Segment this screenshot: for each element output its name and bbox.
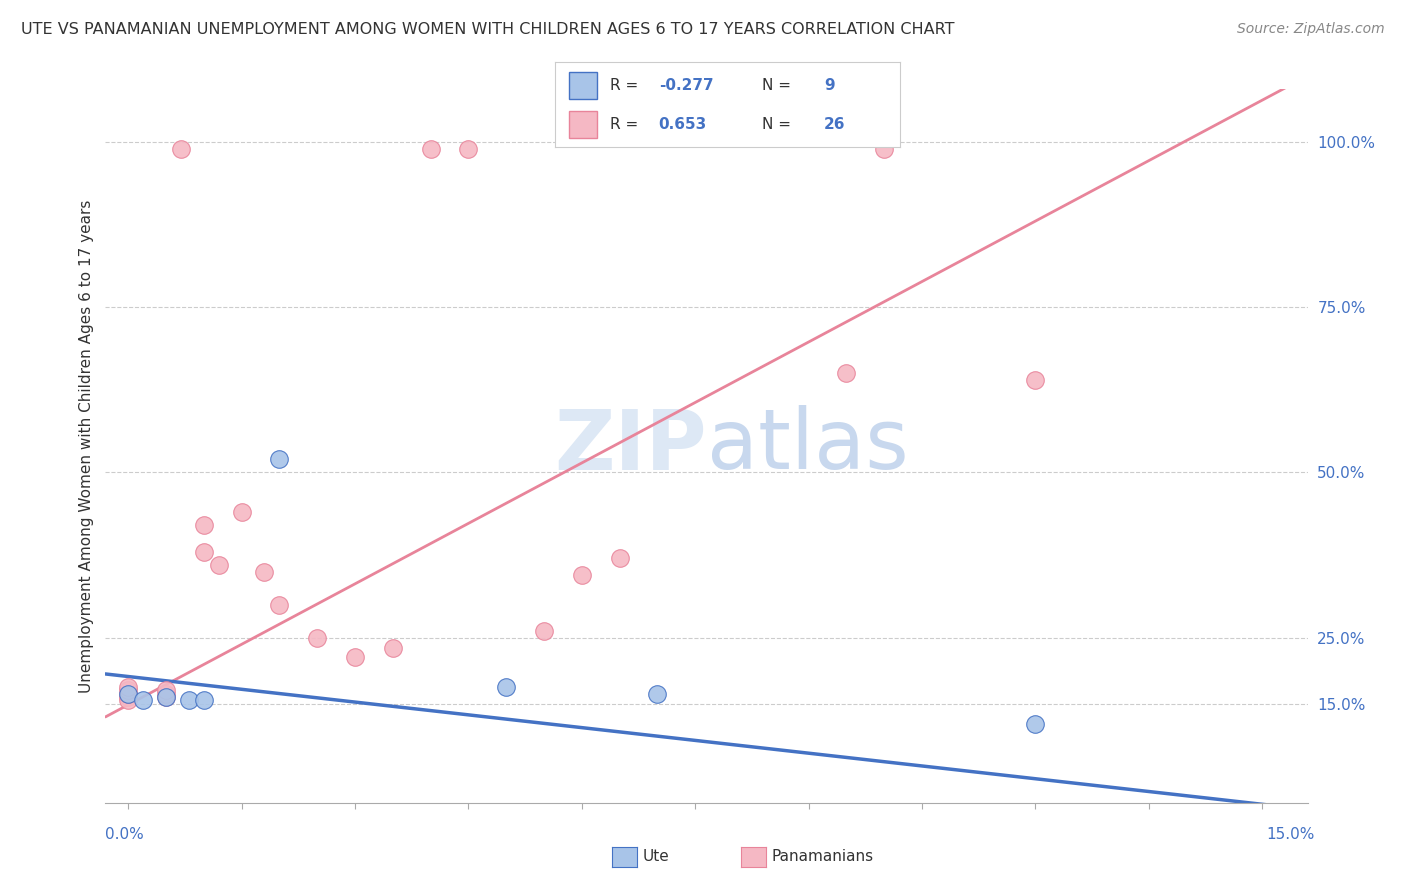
Point xyxy=(117,687,139,701)
Y-axis label: Unemployment Among Women with Children Ages 6 to 17 years: Unemployment Among Women with Children A… xyxy=(79,199,94,693)
Point xyxy=(193,693,215,707)
Point xyxy=(177,693,200,707)
Point xyxy=(307,631,329,645)
Text: -0.277: -0.277 xyxy=(658,78,713,93)
Point xyxy=(170,142,193,156)
Text: 0.0%: 0.0% xyxy=(105,827,145,841)
Point xyxy=(835,367,858,381)
Point xyxy=(1024,373,1046,387)
Point xyxy=(419,142,441,156)
Point xyxy=(117,690,139,704)
Point xyxy=(495,680,517,694)
Point xyxy=(533,624,555,638)
Point xyxy=(193,518,215,533)
FancyBboxPatch shape xyxy=(569,71,596,99)
Point xyxy=(253,565,276,579)
Point xyxy=(269,598,291,612)
Text: ZIP: ZIP xyxy=(554,406,707,486)
Point xyxy=(381,640,404,655)
Point xyxy=(193,545,215,559)
Point xyxy=(117,683,139,698)
Text: UTE VS PANAMANIAN UNEMPLOYMENT AMONG WOMEN WITH CHILDREN AGES 6 TO 17 YEARS CORR: UTE VS PANAMANIAN UNEMPLOYMENT AMONG WOM… xyxy=(21,22,955,37)
Point xyxy=(457,142,479,156)
Text: R =: R = xyxy=(610,117,644,132)
Point xyxy=(647,687,669,701)
Point xyxy=(571,567,593,582)
Point xyxy=(155,690,177,704)
Text: atlas: atlas xyxy=(707,406,908,486)
Point xyxy=(873,142,896,156)
Point xyxy=(609,551,631,566)
Point xyxy=(117,687,139,701)
Text: 26: 26 xyxy=(824,117,845,132)
Point xyxy=(343,650,366,665)
Text: Panamanians: Panamanians xyxy=(772,849,875,863)
Point xyxy=(132,693,155,707)
Point xyxy=(1024,716,1046,731)
Text: 9: 9 xyxy=(824,78,835,93)
Text: R =: R = xyxy=(610,78,644,93)
Text: 0.653: 0.653 xyxy=(658,117,707,132)
Point xyxy=(117,680,139,694)
Point xyxy=(117,693,139,707)
Text: Source: ZipAtlas.com: Source: ZipAtlas.com xyxy=(1237,22,1385,37)
Text: N =: N = xyxy=(762,117,796,132)
Point xyxy=(269,452,291,467)
Text: 15.0%: 15.0% xyxy=(1267,827,1315,841)
Text: N =: N = xyxy=(762,78,796,93)
Point xyxy=(155,683,177,698)
FancyBboxPatch shape xyxy=(569,111,596,138)
Point xyxy=(155,687,177,701)
Point xyxy=(208,558,231,572)
Point xyxy=(231,505,253,519)
Point xyxy=(155,690,177,704)
Text: Ute: Ute xyxy=(643,849,669,863)
